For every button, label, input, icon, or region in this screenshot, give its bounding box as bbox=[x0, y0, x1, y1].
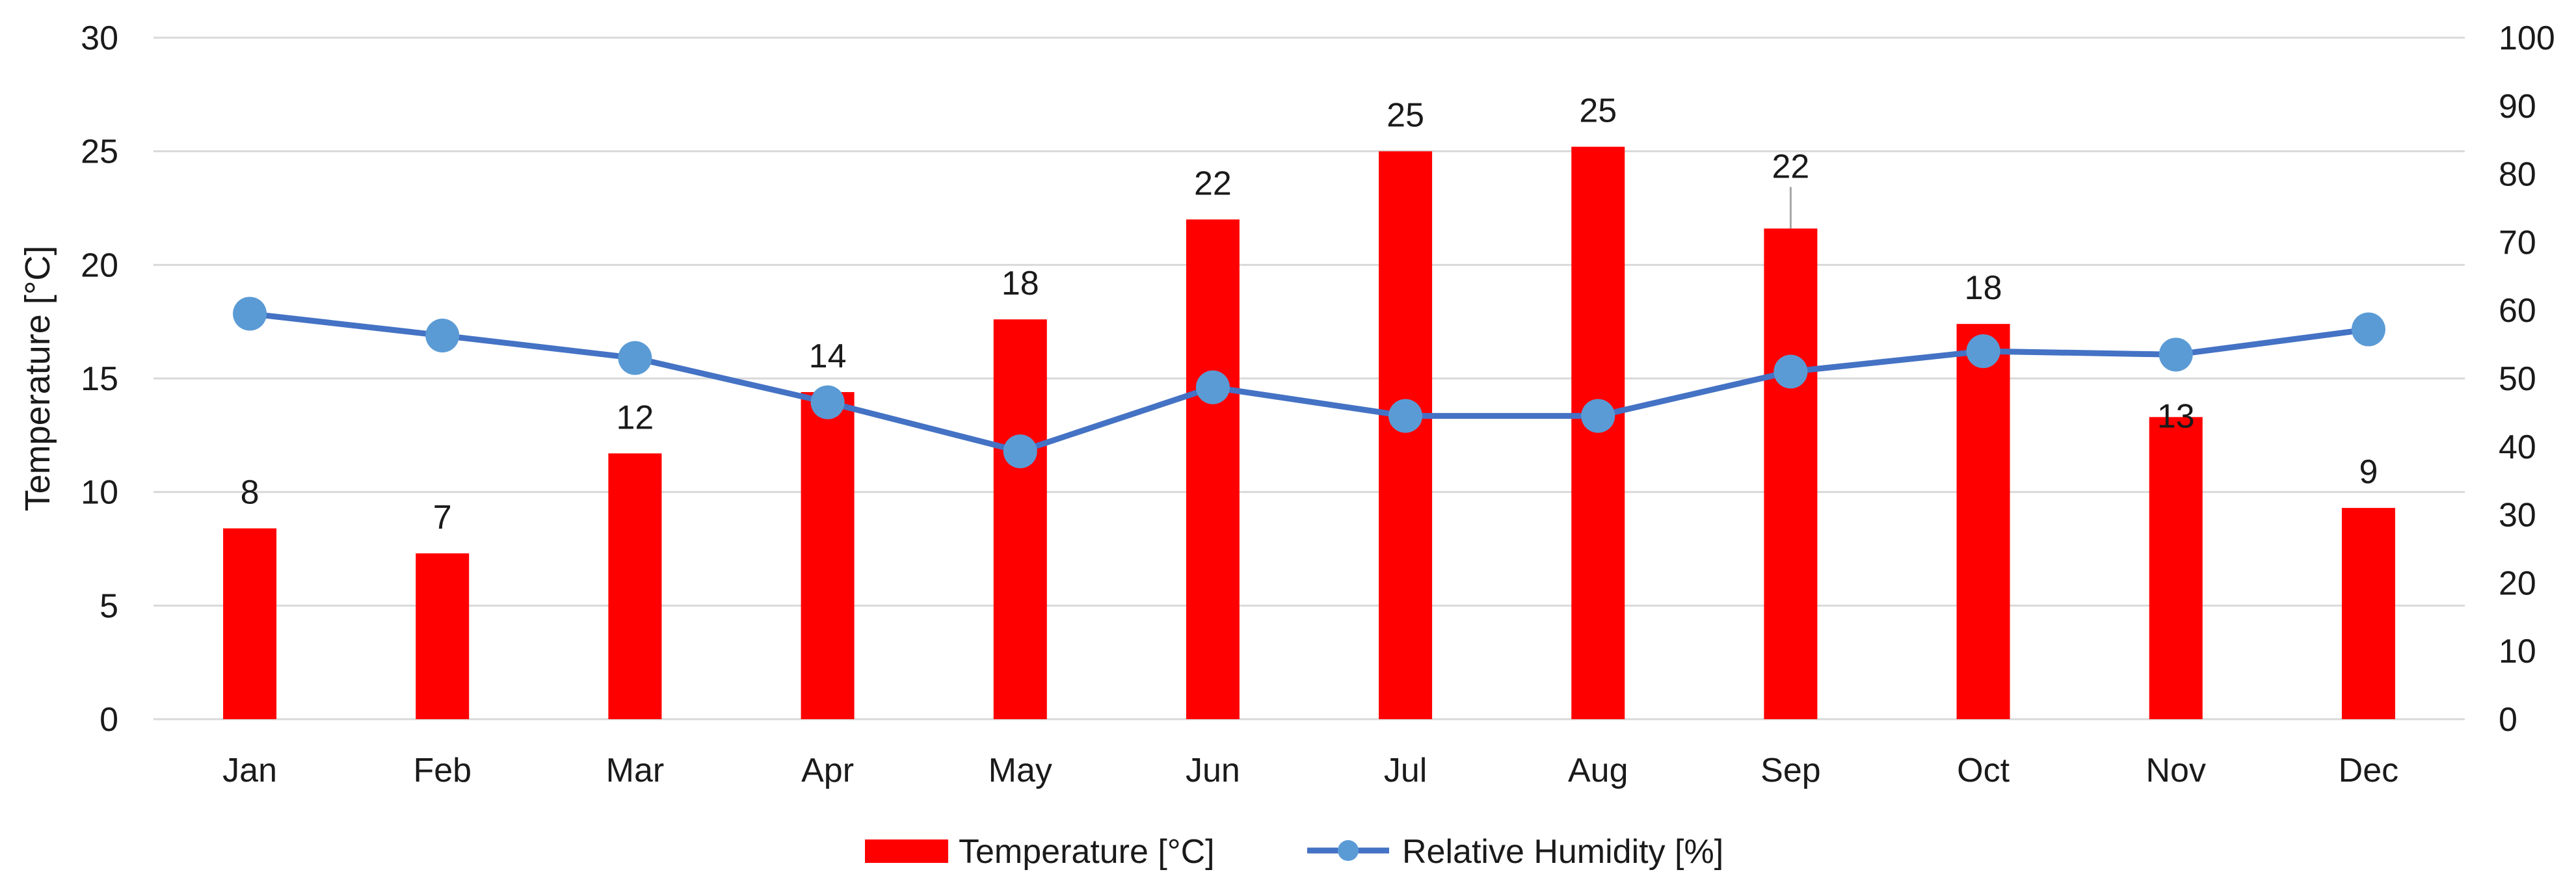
temperature-bar bbox=[1571, 146, 1625, 719]
y-right-tick-label: 10 bbox=[2499, 633, 2536, 670]
y-axis-left-title: Temperature [°C] bbox=[18, 246, 57, 512]
temperature-data-label: 8 bbox=[241, 474, 259, 512]
x-tick-label: Apr bbox=[801, 752, 854, 789]
x-tick-label: Nov bbox=[2146, 752, 2206, 789]
x-tick-label: Feb bbox=[413, 752, 471, 789]
temperature-bar bbox=[608, 453, 662, 719]
y-right-tick-label: 40 bbox=[2499, 429, 2536, 466]
humidity-point bbox=[1195, 370, 1230, 404]
temperature-bar bbox=[2341, 508, 2395, 719]
legend-label-humidity: Relative Humidity [%] bbox=[1402, 833, 1723, 871]
x-tick-label: Jun bbox=[1186, 752, 1240, 789]
humidity-point bbox=[1966, 334, 2000, 369]
y-left-tick-label: 30 bbox=[81, 20, 118, 57]
y-left-tick-label: 20 bbox=[81, 246, 118, 284]
temperature-bar bbox=[2149, 417, 2203, 719]
y-left-tick-label: 10 bbox=[81, 474, 118, 512]
y-left-tick-label: 5 bbox=[100, 587, 118, 625]
temperature-bar bbox=[801, 391, 855, 719]
humidity-point bbox=[1581, 399, 1615, 433]
x-tick-label: Dec bbox=[2339, 752, 2398, 789]
y-left-tick-label: 25 bbox=[81, 133, 118, 171]
temperature-data-label: 18 bbox=[1965, 269, 2002, 307]
y-right-tick-label: 20 bbox=[2499, 564, 2536, 602]
x-tick-label: May bbox=[989, 752, 1052, 789]
legend-label-temperature: Temperature [°C] bbox=[959, 833, 1215, 871]
humidity-point bbox=[810, 385, 845, 419]
temperature-data-label: 9 bbox=[2359, 453, 2378, 491]
humidity-line-series bbox=[233, 297, 2385, 469]
y-right-tick-label: 70 bbox=[2499, 224, 2536, 261]
temperature-bars bbox=[223, 146, 2395, 719]
data-labels: 8 7 12 14 18 22 25 25 22 18 13 9 bbox=[241, 92, 2378, 536]
temperature-bar bbox=[993, 319, 1047, 719]
y-right-tick-label: 80 bbox=[2499, 156, 2536, 194]
y-left-tick-label: 0 bbox=[100, 701, 118, 739]
legend-swatch-temperature bbox=[865, 839, 948, 863]
y-right-tick-label: 50 bbox=[2499, 360, 2536, 398]
temperature-bar bbox=[1764, 228, 1818, 719]
x-tick-label: Jan bbox=[222, 752, 277, 789]
y-right-tick-label: 100 bbox=[2499, 20, 2555, 57]
temperature-data-label: 22 bbox=[1772, 148, 1809, 185]
temperature-data-label: 14 bbox=[809, 337, 847, 375]
y-right-tick-label: 90 bbox=[2499, 88, 2536, 125]
temperature-data-label: 13 bbox=[2157, 397, 2195, 435]
temperature-bar bbox=[416, 553, 470, 719]
temperature-data-label: 7 bbox=[433, 499, 452, 536]
legend-swatch-humidity-marker bbox=[1338, 840, 1359, 861]
humidity-line bbox=[249, 310, 2369, 455]
humidity-point bbox=[1003, 434, 1037, 469]
gridlines bbox=[153, 36, 2465, 720]
y-right-tick-label: 30 bbox=[2499, 497, 2536, 535]
humidity-point bbox=[1388, 399, 1423, 433]
x-tick-label: Mar bbox=[606, 752, 665, 789]
axes: Temperature [°C] 0 5 10 15 20 25 30 0 10 20 30 40 50… bbox=[18, 20, 2555, 789]
humidity-point bbox=[1773, 354, 1808, 389]
legend: Temperature [°C] Relative Humidity [%] bbox=[865, 833, 1723, 871]
x-tick-label: Aug bbox=[1568, 752, 1628, 789]
temperature-bar bbox=[1379, 151, 1433, 719]
temperature-bar bbox=[1186, 219, 1240, 719]
temperature-data-label: 25 bbox=[1579, 92, 1617, 130]
temperature-bar bbox=[1956, 324, 2010, 719]
humidity-point bbox=[233, 297, 267, 331]
temperature-data-label: 25 bbox=[1387, 97, 1424, 135]
x-tick-label: Oct bbox=[1957, 752, 2010, 789]
temperature-data-label: 22 bbox=[1194, 165, 1232, 202]
humidity-point bbox=[618, 341, 652, 375]
y-right-tick-label: 60 bbox=[2499, 292, 2536, 330]
y-left-tick-label: 15 bbox=[81, 360, 118, 398]
x-tick-label: Sep bbox=[1760, 752, 1821, 789]
y-right-tick-label: 0 bbox=[2499, 701, 2517, 739]
humidity-point bbox=[2351, 312, 2385, 347]
x-tick-label: Jul bbox=[1384, 752, 1427, 789]
humidity-point bbox=[2158, 337, 2193, 372]
temperature-data-label: 18 bbox=[1002, 265, 1039, 302]
temperature-bar bbox=[223, 528, 277, 719]
temperature-data-label: 12 bbox=[616, 399, 654, 436]
humidity-point bbox=[425, 318, 460, 352]
